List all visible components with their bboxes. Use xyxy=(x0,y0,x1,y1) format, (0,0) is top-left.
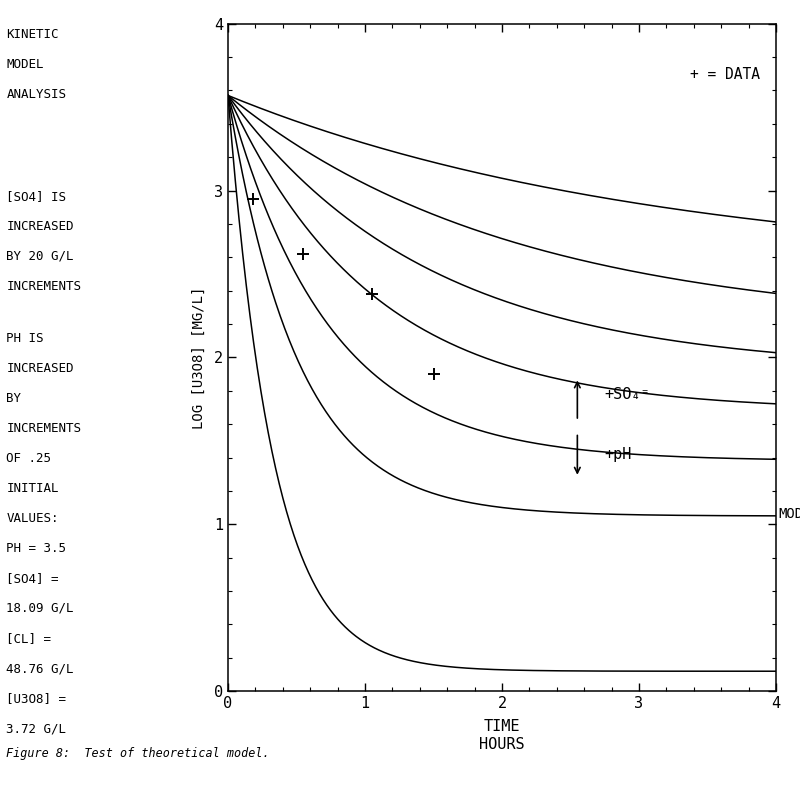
Text: [SO4] =: [SO4] = xyxy=(6,572,59,585)
Text: 48.76 G/L: 48.76 G/L xyxy=(6,662,74,675)
Text: 18.09 G/L: 18.09 G/L xyxy=(6,602,74,615)
Text: INCREMENTS: INCREMENTS xyxy=(6,422,82,434)
Text: MODEL: MODEL xyxy=(6,58,44,70)
X-axis label: TIME
HOURS: TIME HOURS xyxy=(479,720,525,752)
Text: [CL] =: [CL] = xyxy=(6,632,51,645)
Y-axis label: LOG [U3O8] [MG/L]: LOG [U3O8] [MG/L] xyxy=(192,286,206,429)
Text: [U3O8] =: [U3O8] = xyxy=(6,692,66,705)
Text: OF .25: OF .25 xyxy=(6,452,51,465)
Text: PH IS: PH IS xyxy=(6,332,44,344)
Text: INCREMENTS: INCREMENTS xyxy=(6,280,82,292)
Text: PH = 3.5: PH = 3.5 xyxy=(6,542,66,555)
Text: Figure 8:  Test of theoretical model.: Figure 8: Test of theoretical model. xyxy=(6,747,270,759)
Text: ANALYSIS: ANALYSIS xyxy=(6,88,66,100)
Text: +pH: +pH xyxy=(605,447,632,462)
Text: +SO₄⁼: +SO₄⁼ xyxy=(605,386,650,401)
Text: INCREASED: INCREASED xyxy=(6,220,74,232)
Text: 3.72 G/L: 3.72 G/L xyxy=(6,722,66,735)
Text: KINETIC: KINETIC xyxy=(6,28,59,40)
Text: INITIAL: INITIAL xyxy=(6,482,59,495)
Text: VALUES:: VALUES: xyxy=(6,512,59,525)
Text: MODEL: MODEL xyxy=(778,507,800,521)
Text: + = DATA: + = DATA xyxy=(690,67,759,82)
Text: BY: BY xyxy=(6,392,22,404)
Text: BY 20 G/L: BY 20 G/L xyxy=(6,250,74,262)
Text: [SO4] IS: [SO4] IS xyxy=(6,190,66,202)
Text: INCREASED: INCREASED xyxy=(6,362,74,374)
